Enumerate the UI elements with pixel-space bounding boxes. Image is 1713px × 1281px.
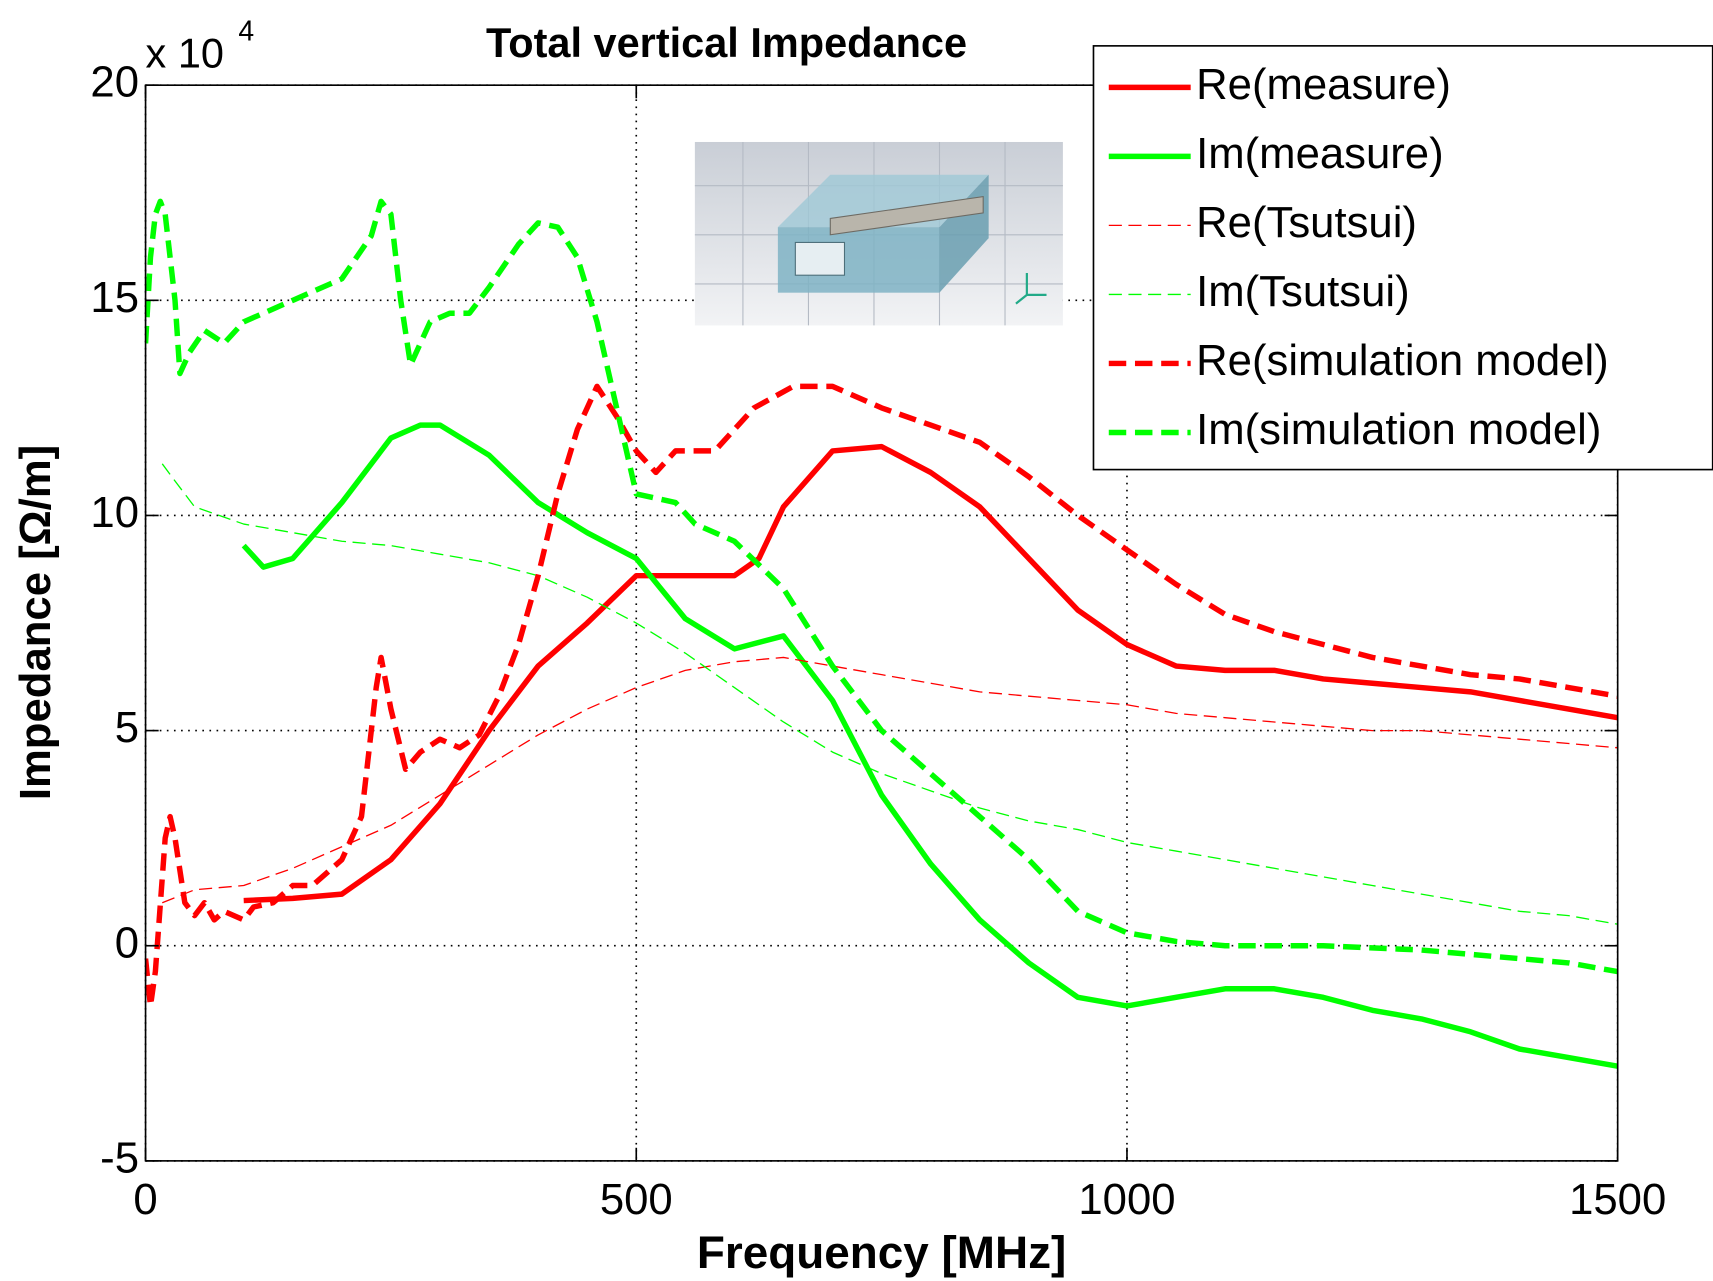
legend-label: Re(simulation model) (1196, 336, 1609, 385)
legend-label: Re(Tsutsui) (1196, 198, 1417, 247)
chart: -505101520050010001500 Total vertical Im… (0, 0, 1713, 1281)
legend-label: Im(measure) (1196, 129, 1444, 178)
x-tick-label: 1500 (1569, 1175, 1666, 1224)
y-tick-label: 10 (90, 488, 139, 537)
multiplier-exponent: 4 (238, 15, 254, 47)
x-tick-label: 0 (133, 1175, 157, 1224)
y-tick-label: 20 (90, 58, 139, 107)
legend-label: Im(Tsutsui) (1196, 267, 1410, 316)
inset-image (695, 142, 1063, 325)
inset-aperture (795, 242, 844, 275)
legend-label: Im(simulation model) (1196, 405, 1601, 454)
y-axis-label: Impedance [Ω/m] (11, 445, 60, 800)
y-tick-label: 15 (90, 273, 139, 322)
page: {"chart_data": { "type": "line", "title"… (0, 0, 1713, 1281)
x-tick-label: 500 (600, 1175, 673, 1224)
x-tick-label: 1000 (1078, 1175, 1175, 1224)
y-tick-label: 5 (115, 703, 139, 752)
y-tick-label: 0 (115, 918, 139, 967)
x-axis-label: Frequency [MHz] (697, 1226, 1066, 1278)
legend-label: Re(measure) (1196, 60, 1451, 109)
chart-title: Total vertical Impedance (486, 19, 967, 66)
multiplier: x 10 (146, 30, 224, 77)
